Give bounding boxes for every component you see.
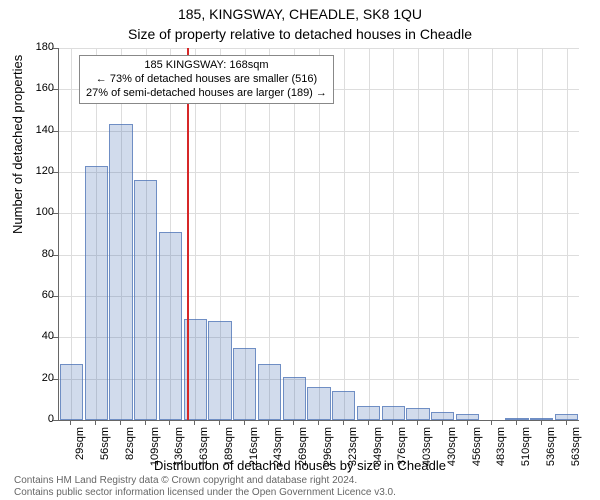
x-tick-mark bbox=[392, 420, 393, 425]
y-tick-label: 40 bbox=[14, 330, 54, 342]
x-tick-label: 323sqm bbox=[347, 427, 359, 467]
x-tick-mark bbox=[169, 420, 170, 425]
y-tick-label: 80 bbox=[14, 248, 54, 260]
x-tick-mark bbox=[244, 420, 245, 425]
y-tick-mark bbox=[53, 255, 58, 256]
x-tick-label: 349sqm bbox=[372, 427, 384, 467]
y-tick-mark bbox=[53, 48, 58, 49]
y-tick-label: 0 bbox=[14, 413, 54, 425]
y-tick-mark bbox=[53, 296, 58, 297]
y-tick-mark bbox=[53, 379, 58, 380]
x-tick-label: 189sqm bbox=[223, 427, 235, 467]
gridline-v bbox=[567, 48, 568, 420]
x-tick-label: 563sqm bbox=[570, 427, 582, 467]
x-tick-mark bbox=[95, 420, 96, 425]
histogram-bar bbox=[283, 377, 306, 420]
x-tick-label: 243sqm bbox=[272, 427, 284, 467]
x-tick-label: 163sqm bbox=[198, 427, 210, 467]
histogram-bar bbox=[159, 232, 182, 420]
x-tick-label: 536sqm bbox=[545, 427, 557, 467]
histogram-bar bbox=[60, 364, 83, 420]
histogram-bar bbox=[357, 406, 380, 420]
x-tick-mark bbox=[491, 420, 492, 425]
x-tick-mark bbox=[467, 420, 468, 425]
x-tick-mark bbox=[145, 420, 146, 425]
gridline-v bbox=[369, 48, 370, 420]
annotation-line-2: ← 73% of detached houses are smaller (51… bbox=[86, 73, 327, 87]
x-tick-label: 510sqm bbox=[520, 427, 532, 467]
x-tick-label: 269sqm bbox=[297, 427, 309, 467]
x-tick-mark bbox=[120, 420, 121, 425]
footnote-line-1: Contains HM Land Registry data © Crown c… bbox=[14, 475, 396, 487]
x-tick-mark bbox=[417, 420, 418, 425]
histogram-bar bbox=[134, 180, 157, 420]
title-main: 185, KINGSWAY, CHEADLE, SK8 1QU bbox=[0, 6, 600, 22]
y-tick-label: 140 bbox=[14, 124, 54, 136]
histogram-bar bbox=[85, 166, 108, 420]
gridline-v bbox=[393, 48, 394, 420]
x-tick-mark bbox=[368, 420, 369, 425]
y-tick-label: 120 bbox=[14, 165, 54, 177]
y-tick-mark bbox=[53, 337, 58, 338]
footnote: Contains HM Land Registry data © Crown c… bbox=[14, 475, 396, 498]
y-tick-mark bbox=[53, 420, 58, 421]
histogram-bar bbox=[530, 418, 553, 420]
annotation-box: 185 KINGSWAY: 168sqm ← 73% of detached h… bbox=[79, 55, 334, 104]
y-tick-label: 160 bbox=[14, 82, 54, 94]
histogram-bar bbox=[208, 321, 231, 420]
histogram-bar bbox=[406, 408, 429, 420]
gridline-v bbox=[418, 48, 419, 420]
x-tick-mark bbox=[70, 420, 71, 425]
x-tick-label: 430sqm bbox=[446, 427, 458, 467]
gridline-v bbox=[443, 48, 444, 420]
x-tick-mark bbox=[516, 420, 517, 425]
histogram-bar bbox=[258, 364, 281, 420]
histogram-bar bbox=[109, 124, 132, 420]
x-tick-mark bbox=[219, 420, 220, 425]
histogram-bar bbox=[233, 348, 256, 420]
histogram-bar bbox=[431, 412, 454, 420]
x-tick-label: 29sqm bbox=[74, 427, 86, 467]
y-tick-mark bbox=[53, 131, 58, 132]
x-tick-label: 136sqm bbox=[173, 427, 185, 467]
x-tick-mark bbox=[268, 420, 269, 425]
histogram-bar bbox=[307, 387, 330, 420]
gridline-v bbox=[542, 48, 543, 420]
x-tick-mark bbox=[318, 420, 319, 425]
x-tick-label: 483sqm bbox=[495, 427, 507, 467]
x-tick-label: 216sqm bbox=[248, 427, 260, 467]
x-tick-mark bbox=[194, 420, 195, 425]
x-tick-label: 403sqm bbox=[421, 427, 433, 467]
chart-container: 185, KINGSWAY, CHEADLE, SK8 1QU Size of … bbox=[0, 0, 600, 500]
x-tick-label: 296sqm bbox=[322, 427, 334, 467]
x-tick-mark bbox=[293, 420, 294, 425]
histogram-bar bbox=[382, 406, 405, 420]
gridline-v bbox=[468, 48, 469, 420]
gridline-v bbox=[517, 48, 518, 420]
y-tick-mark bbox=[53, 172, 58, 173]
footnote-line-2: Contains public sector information licen… bbox=[14, 487, 396, 499]
x-tick-label: 56sqm bbox=[99, 427, 111, 467]
gridline-v bbox=[344, 48, 345, 420]
y-tick-label: 180 bbox=[14, 41, 54, 53]
x-tick-label: 109sqm bbox=[149, 427, 161, 467]
y-tick-label: 100 bbox=[14, 206, 54, 218]
gridline-v bbox=[492, 48, 493, 420]
x-tick-label: 456sqm bbox=[471, 427, 483, 467]
y-tick-mark bbox=[53, 89, 58, 90]
x-tick-mark bbox=[343, 420, 344, 425]
annotation-line-1: 185 KINGSWAY: 168sqm bbox=[86, 59, 327, 73]
title-sub: Size of property relative to detached ho… bbox=[0, 26, 600, 42]
y-tick-mark bbox=[53, 213, 58, 214]
x-tick-mark bbox=[442, 420, 443, 425]
x-tick-mark bbox=[566, 420, 567, 425]
annotation-line-3: 27% of semi-detached houses are larger (… bbox=[86, 87, 327, 101]
x-tick-mark bbox=[541, 420, 542, 425]
x-tick-label: 82sqm bbox=[124, 427, 136, 467]
histogram-bar bbox=[332, 391, 355, 420]
y-tick-label: 20 bbox=[14, 372, 54, 384]
x-tick-label: 376sqm bbox=[396, 427, 408, 467]
y-tick-label: 60 bbox=[14, 289, 54, 301]
